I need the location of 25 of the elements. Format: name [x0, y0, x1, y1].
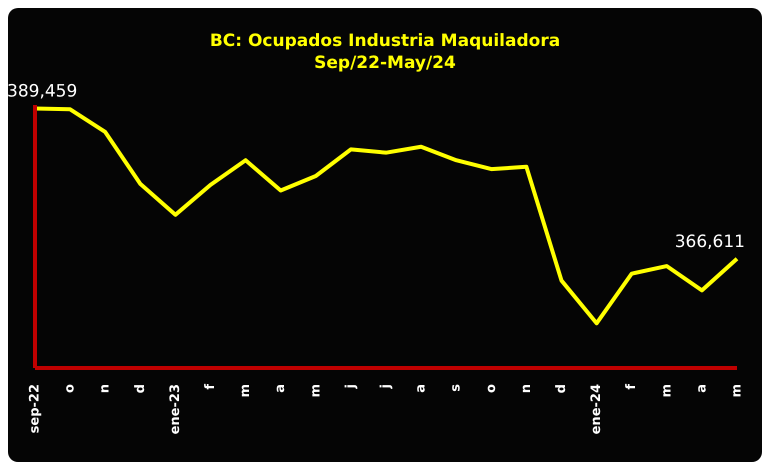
data-label: 389,459	[7, 82, 78, 102]
x-tick-label: m	[308, 384, 324, 398]
x-tick-label: d	[132, 384, 148, 394]
x-tick-label: m	[730, 384, 744, 398]
x-tick-label: f	[624, 384, 640, 390]
x-tick-label: d	[554, 384, 569, 394]
x-tick-label: n	[518, 384, 534, 394]
x-tick-label: m	[238, 384, 254, 398]
x-tick-label: a	[273, 384, 288, 393]
x-tick-label: sep-22	[28, 384, 42, 434]
chart-subtitle: Sep/22-May/24	[313, 52, 457, 74]
x-tick-label: s	[448, 384, 464, 392]
x-tick-label: a	[414, 384, 429, 393]
chart-title: BC: Ocupados Industria Maquiladora	[208, 30, 562, 52]
x-tick-label: j	[343, 384, 358, 390]
x-tick-label: a	[694, 384, 710, 393]
x-tick-label: n	[98, 384, 113, 394]
x-tick-label: ene-24	[589, 384, 604, 434]
x-tick-label: f	[203, 384, 218, 390]
x-tick-label: o	[62, 384, 78, 393]
x-tick-label: ene-23	[168, 384, 183, 434]
data-label: 366,611	[674, 232, 745, 252]
x-tick-label: o	[484, 384, 499, 393]
x-tick-label: m	[659, 384, 674, 398]
x-tick-label: j	[378, 384, 394, 390]
